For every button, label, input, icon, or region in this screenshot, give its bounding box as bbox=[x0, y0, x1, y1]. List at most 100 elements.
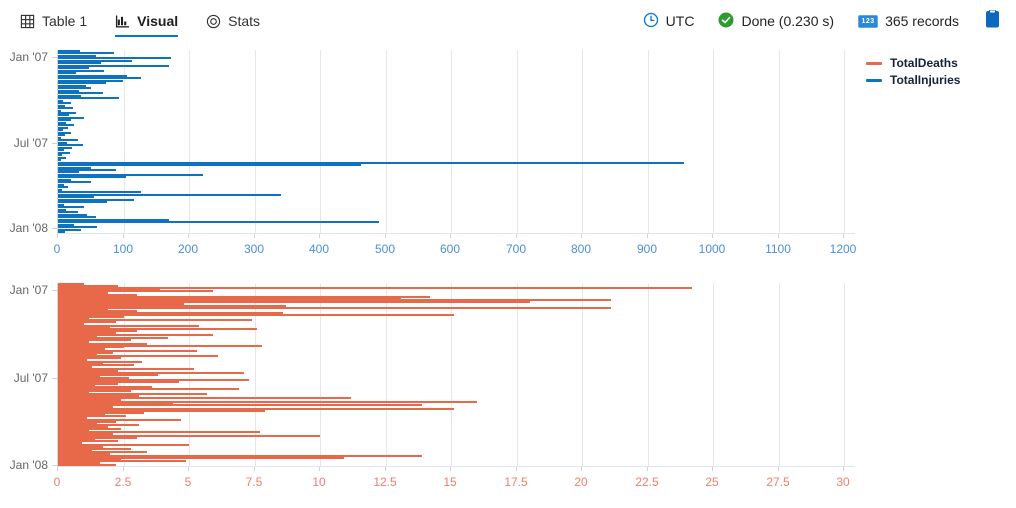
y-axis-label: Jul '07 bbox=[13, 371, 48, 385]
y-axis-label: Jan '07 bbox=[9, 50, 48, 64]
bar-totalinjuries bbox=[58, 191, 141, 193]
results-tabs: Table 1 Visual Stats bbox=[20, 0, 260, 42]
legend-label: TotalInjuries bbox=[890, 73, 961, 87]
y-axis-tick bbox=[52, 378, 57, 379]
bar-totaldeaths bbox=[58, 321, 116, 323]
bar-totaldeaths bbox=[58, 390, 131, 392]
copy-results-button[interactable] bbox=[983, 8, 1002, 34]
y-axis-label: Jan '07 bbox=[9, 283, 48, 297]
bar-totalinjuries bbox=[58, 65, 169, 67]
y-axis-label: Jan '08 bbox=[9, 458, 48, 472]
x-axis-tick bbox=[450, 234, 451, 238]
x-axis-label: 20 bbox=[574, 475, 588, 489]
x-axis-tick bbox=[188, 234, 189, 238]
x-axis-tick bbox=[647, 234, 648, 238]
y-axis-tick bbox=[52, 57, 57, 58]
timezone-label: UTC bbox=[665, 13, 695, 29]
bar-chart-icon bbox=[115, 14, 130, 29]
bar-totalinjuries bbox=[58, 70, 104, 72]
bar-totalinjuries bbox=[58, 159, 61, 161]
tab-label: Visual bbox=[137, 13, 179, 29]
bar-totaldeaths bbox=[58, 435, 320, 437]
bar-totalinjuries bbox=[58, 174, 203, 176]
bar-totaldeaths bbox=[58, 379, 249, 381]
bar-totalinjuries bbox=[58, 171, 79, 173]
gridline bbox=[320, 283, 321, 466]
x-axis-tick bbox=[254, 234, 255, 238]
tab-stats[interactable]: Stats bbox=[206, 0, 260, 42]
bar-totaldeaths bbox=[58, 352, 113, 354]
x-axis-label: 900 bbox=[636, 242, 658, 256]
bar-totalinjuries bbox=[58, 164, 361, 166]
bar-totaldeaths bbox=[58, 410, 265, 412]
bar-totalinjuries bbox=[58, 137, 61, 139]
query-status-text: Done (0.230 s) bbox=[741, 13, 835, 29]
bar-totalinjuries bbox=[58, 149, 64, 151]
bar-totalinjuries bbox=[58, 100, 63, 102]
bar-totalinjuries bbox=[58, 201, 107, 203]
legend-item-totaldeaths[interactable]: TotalDeaths bbox=[866, 56, 960, 70]
gridline bbox=[582, 283, 583, 466]
bar-totalinjuries bbox=[58, 105, 65, 107]
bar-totaldeaths bbox=[58, 422, 97, 424]
gridline bbox=[648, 50, 649, 233]
bar-totalinjuries bbox=[58, 92, 103, 94]
x-axis-label: 1000 bbox=[698, 242, 726, 256]
bar-totaldeaths bbox=[58, 446, 103, 448]
bar-totalinjuries bbox=[58, 142, 67, 144]
bar-totalinjuries bbox=[58, 52, 114, 54]
x-axis-tick bbox=[581, 234, 582, 238]
x-axis-label: 0 bbox=[53, 242, 61, 256]
bar-totalinjuries bbox=[58, 186, 68, 188]
x-axis-label: 22.5 bbox=[635, 475, 659, 489]
bar-totaldeaths bbox=[58, 314, 454, 316]
bar-totalinjuries bbox=[58, 85, 86, 87]
bar-totalinjuries bbox=[58, 219, 169, 221]
gridline bbox=[189, 283, 190, 466]
bar-totalinjuries bbox=[58, 179, 71, 181]
bar-totalinjuries bbox=[58, 199, 134, 201]
gridline bbox=[451, 283, 452, 466]
bar-totaldeaths bbox=[58, 424, 139, 426]
bar-totaldeaths bbox=[58, 303, 184, 305]
bar-totaldeaths bbox=[58, 404, 422, 406]
x-axis-label: 27.5 bbox=[766, 475, 790, 489]
x-axis-label: 10 bbox=[312, 475, 326, 489]
bar-totaldeaths bbox=[58, 415, 126, 417]
bar-totaldeaths bbox=[58, 428, 121, 430]
x-axis-label: 1200 bbox=[829, 242, 857, 256]
bar-totaldeaths bbox=[58, 332, 116, 334]
bar-totaldeaths bbox=[58, 453, 110, 455]
x-axis-label: 15 bbox=[443, 475, 457, 489]
bar-totalinjuries bbox=[58, 112, 76, 114]
legend-item-totalinjuries[interactable]: TotalInjuries bbox=[866, 73, 960, 87]
bar-totaldeaths bbox=[58, 301, 530, 303]
x-axis-tick bbox=[516, 234, 517, 238]
bar-totalinjuries bbox=[58, 110, 61, 112]
tab-table-1[interactable]: Table 1 bbox=[20, 0, 87, 42]
bar-totalinjuries bbox=[58, 169, 116, 171]
y-axis-tick bbox=[52, 143, 57, 144]
legend-label: TotalDeaths bbox=[890, 56, 958, 70]
bar-totalinjuries bbox=[58, 124, 74, 126]
y-axis-tick bbox=[52, 228, 57, 229]
bar-totalinjuries bbox=[58, 181, 91, 183]
numeric-badge-icon: 123 bbox=[858, 14, 879, 28]
x-axis-tick bbox=[123, 234, 124, 238]
bar-totaldeaths bbox=[58, 393, 207, 395]
bar-totaldeaths bbox=[58, 374, 158, 376]
tab-visual[interactable]: Visual bbox=[115, 0, 179, 42]
x-axis-label: 100 bbox=[112, 242, 134, 256]
timezone-selector[interactable]: UTC bbox=[643, 12, 695, 31]
gridline bbox=[517, 283, 518, 466]
totalinjuries-swatch bbox=[866, 78, 882, 82]
bar-totalinjuries bbox=[58, 221, 379, 223]
bar-totalinjuries bbox=[58, 132, 71, 134]
bar-totalinjuries bbox=[58, 60, 132, 62]
bar-totaldeaths bbox=[58, 433, 113, 435]
plot-area bbox=[57, 283, 855, 467]
bar-totalinjuries bbox=[58, 209, 66, 211]
x-axis-tick bbox=[319, 467, 320, 471]
bar-totaldeaths bbox=[58, 287, 692, 289]
y-axis-tick bbox=[52, 465, 57, 466]
